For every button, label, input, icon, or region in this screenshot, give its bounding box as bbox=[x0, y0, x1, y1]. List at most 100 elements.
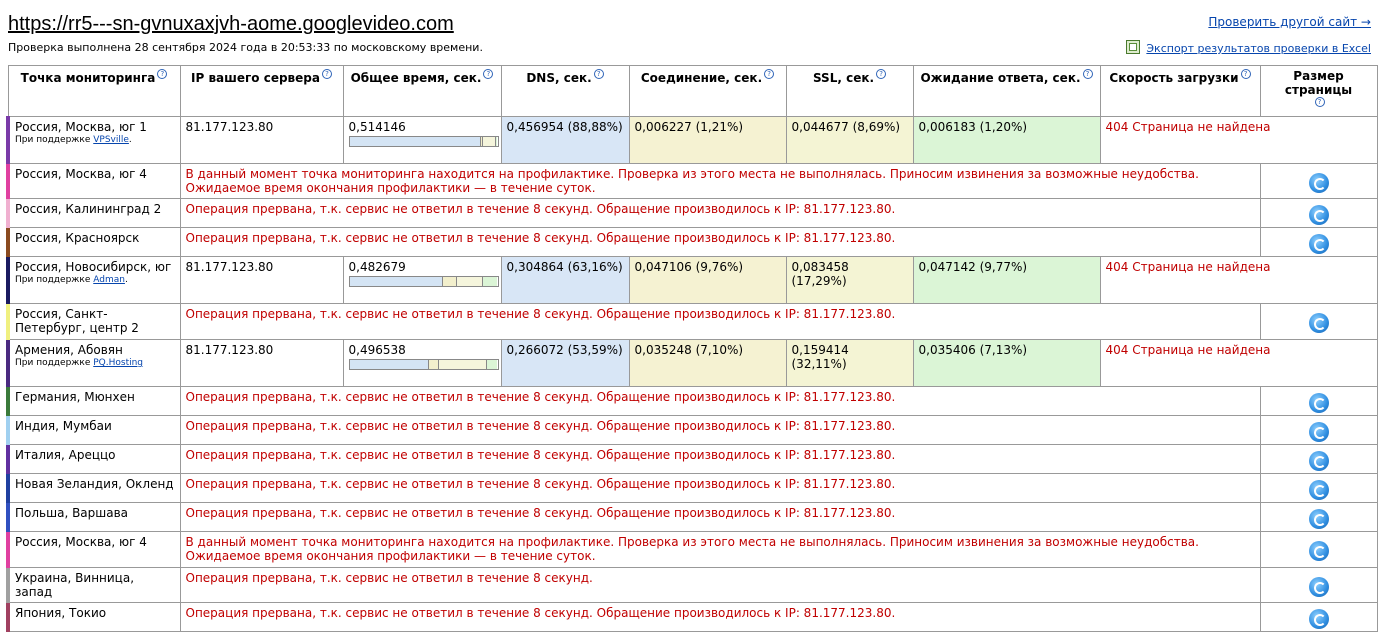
refresh-icon[interactable] bbox=[1308, 172, 1329, 193]
refresh-icon[interactable] bbox=[1308, 313, 1329, 333]
location-name: Индия, Мумбаи bbox=[15, 419, 112, 433]
location-name: Новая Зеландия, Окленд bbox=[15, 477, 174, 491]
export-excel-label[interactable]: Экспорт результатов проверки в Excel bbox=[1146, 42, 1371, 55]
error-message: Операция прервана, т.к. сервис не ответи… bbox=[179, 502, 1261, 532]
error-message: Операция прервана, т.к. сервис не ответи… bbox=[179, 567, 1261, 603]
refresh-icon[interactable] bbox=[1308, 541, 1329, 561]
bar-dns-segment bbox=[349, 277, 443, 286]
col-size-header: Размер страницы? bbox=[1259, 65, 1378, 117]
support-prefix: При поддержке bbox=[15, 135, 91, 145]
table-row: Россия, Москва, юг 4 В данный момент точк… bbox=[6, 163, 1378, 199]
wait-cell: 0,006183 (1,20%) bbox=[912, 116, 1101, 164]
sponsor-link[interactable]: VPSville bbox=[93, 135, 129, 145]
refresh-icon[interactable] bbox=[1308, 450, 1329, 471]
ip-cell: 81.177.123.80 bbox=[179, 339, 344, 387]
help-icon[interactable]: ? bbox=[1314, 97, 1325, 107]
error-message: Операция прервана, т.к. сервис не ответи… bbox=[179, 415, 1261, 445]
location-cell: Россия, Калининград 2 bbox=[6, 198, 181, 228]
wait-cell: 0,035406 (7,13%) bbox=[912, 339, 1101, 387]
speed-cell: 404 Страница не найдена bbox=[1099, 116, 1378, 164]
col-dns-header: DNS, сек.? bbox=[500, 65, 630, 117]
timing-bar bbox=[348, 136, 499, 147]
refresh-icon[interactable] bbox=[1308, 421, 1329, 442]
location-name: Япония, Токио bbox=[15, 606, 107, 620]
refresh-icon[interactable] bbox=[1308, 508, 1329, 529]
support-note: При поддержке VPSville. bbox=[15, 135, 175, 145]
recheck-cell bbox=[1259, 602, 1378, 632]
support-note: При поддержке PQ.Hosting bbox=[15, 358, 175, 368]
location-name: Россия, Москва, юг 1 bbox=[15, 120, 147, 134]
bar-ssl-segment bbox=[439, 360, 487, 369]
location-cell: Россия, Санкт-Петербург, центр 2 bbox=[6, 303, 181, 340]
timing-bar bbox=[348, 359, 499, 370]
location-cell: Польша, Варшава bbox=[6, 502, 181, 532]
bar-conn-segment bbox=[442, 277, 458, 286]
location-cell: Германия, Мюнхен bbox=[6, 386, 181, 416]
excel-icon bbox=[1126, 40, 1141, 54]
refresh-icon[interactable] bbox=[1308, 204, 1329, 225]
site-url-link[interactable]: https://rr5---sn-gvnuxaxjvh-aome.googlev… bbox=[8, 13, 454, 35]
table-header-row: Точка мониторинга? IP вашего сервера? Об… bbox=[7, 65, 1378, 117]
help-icon[interactable]: ? bbox=[593, 69, 604, 79]
refresh-icon[interactable] bbox=[1308, 576, 1329, 597]
table-row: Россия, Красноярск Операция прервана, т.к… bbox=[6, 227, 1378, 257]
col-location-header: Точка мониторинга? bbox=[7, 65, 181, 117]
recheck-cell bbox=[1259, 163, 1378, 199]
col-conn-header: Соединение, сек.? bbox=[628, 65, 787, 117]
bar-ssl-segment bbox=[457, 277, 483, 286]
connection-cell: 0,047106 (9,76%) bbox=[628, 256, 787, 304]
speed-cell: 404 Страница не найдена bbox=[1099, 256, 1378, 304]
help-icon[interactable]: ? bbox=[321, 69, 332, 79]
help-icon[interactable]: ? bbox=[1240, 69, 1251, 79]
location-name: Россия, Санкт-Петербург, центр 2 bbox=[15, 307, 139, 335]
total-time-value: 0,496538 bbox=[348, 343, 406, 357]
refresh-icon[interactable] bbox=[1308, 608, 1329, 629]
error-message: Операция прервана, т.к. сервис не ответи… bbox=[179, 303, 1261, 340]
refresh-icon[interactable] bbox=[1308, 233, 1329, 254]
location-cell: Индия, Мумбаи bbox=[6, 415, 181, 445]
location-name: Германия, Мюнхен bbox=[15, 390, 135, 404]
dns-cell: 0,456954 (88,88%) bbox=[500, 116, 630, 164]
table-row: Россия, Москва, юг 4 В данный момент точк… bbox=[6, 531, 1378, 568]
table-row: Армения, Абовян При поддержке PQ.Hosting 8… bbox=[6, 339, 1378, 387]
help-icon[interactable]: ? bbox=[876, 69, 887, 79]
refresh-icon[interactable] bbox=[1308, 392, 1329, 413]
table-row: Россия, Санкт-Петербург, центр 2 Операция… bbox=[6, 303, 1378, 340]
recheck-cell bbox=[1259, 502, 1378, 532]
table-row: Россия, Новосибирск, юг При поддержке Adm… bbox=[6, 256, 1378, 304]
recheck-other-site-link[interactable]: Проверить другой сайт → bbox=[1208, 15, 1371, 29]
help-icon[interactable]: ? bbox=[1082, 69, 1093, 79]
location-cell: Россия, Красноярск bbox=[6, 227, 181, 257]
table-row: Россия, Калининград 2 Операция прервана, … bbox=[6, 198, 1378, 228]
error-message: Операция прервана, т.к. сервис не ответи… bbox=[179, 602, 1261, 632]
bar-conn-segment bbox=[428, 360, 440, 369]
check-timestamp: Проверка выполнена 28 сентября 2024 года… bbox=[8, 41, 483, 54]
total-time-value: 0,482679 bbox=[348, 260, 406, 274]
help-icon[interactable]: ? bbox=[483, 69, 494, 79]
refresh-icon[interactable] bbox=[1308, 479, 1329, 500]
total-time-cell: 0,496538 bbox=[342, 339, 502, 387]
dns-cell: 0,266072 (53,59%) bbox=[500, 339, 630, 387]
ssl-cell: 0,083458 (17,29%) bbox=[785, 256, 914, 304]
sponsor-link[interactable]: PQ.Hosting bbox=[93, 358, 144, 368]
location-cell: Россия, Москва, юг 4 bbox=[6, 531, 181, 568]
recheck-cell bbox=[1259, 227, 1378, 257]
help-icon[interactable]: ? bbox=[157, 69, 168, 79]
location-name: Армения, Абовян bbox=[15, 343, 123, 357]
location-cell: Япония, Токио bbox=[6, 602, 181, 632]
ip-cell: 81.177.123.80 bbox=[179, 116, 344, 164]
ip-cell: 81.177.123.80 bbox=[179, 256, 344, 304]
col-speed-header: Скорость загрузки? bbox=[1099, 65, 1261, 117]
timing-bar bbox=[348, 276, 499, 287]
col-ssl-header: SSL, сек.? bbox=[785, 65, 914, 117]
sponsor-link[interactable]: Adman bbox=[93, 275, 125, 285]
location-cell: Россия, Новосибирск, юг При поддержке Adm… bbox=[6, 256, 181, 304]
col-wait-header: Ожидание ответа, сек.? bbox=[912, 65, 1101, 117]
export-excel-link[interactable]: Экспорт результатов проверки в Excel bbox=[1126, 40, 1371, 55]
table-row: Россия, Москва, юг 1 При поддержке VPSvil… bbox=[6, 116, 1378, 164]
location-cell: Украина, Винница, запад bbox=[6, 567, 181, 603]
help-icon[interactable]: ? bbox=[764, 69, 775, 79]
table-row: Германия, Мюнхен Операция прервана, т.к. … bbox=[6, 386, 1378, 416]
col-ip-header: IP вашего сервера? bbox=[179, 65, 344, 117]
location-name: Россия, Новосибирск, юг bbox=[15, 260, 172, 274]
